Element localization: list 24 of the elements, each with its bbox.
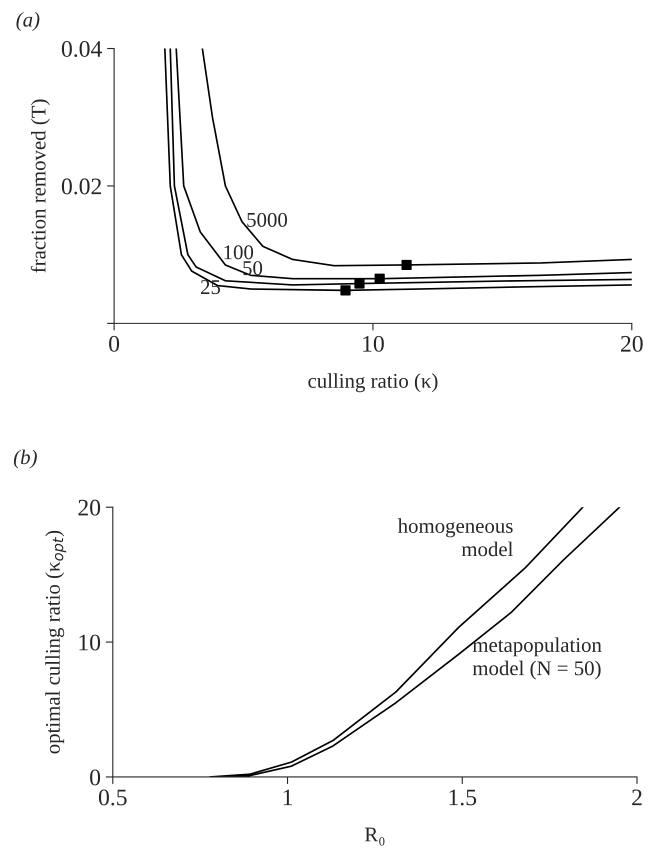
y-axis-title: fraction removed (T) — [30, 100, 50, 273]
series-label: 100 — [224, 245, 254, 260]
series-label: 25 — [201, 280, 220, 294]
x-tick-label: 20 — [621, 336, 643, 352]
x-tick-label: 1.5 — [450, 790, 476, 806]
x-tick-label: 1 — [284, 790, 292, 806]
x-tick-label: 10 — [363, 336, 384, 352]
x-axis-title: culling ratio (κ) — [308, 373, 438, 392]
y-tick-label: 0.02 — [62, 178, 101, 194]
x-axis-title: R₀ — [364, 828, 384, 846]
y-tick-label: 10 — [79, 634, 100, 651]
series-label: 50 — [243, 261, 262, 276]
series-label: homogeneous model — [398, 518, 513, 556]
y-tick-label: 0.04 — [62, 41, 102, 58]
chart-title: (b) — [14, 450, 37, 468]
y-tick-label: 20 — [78, 500, 100, 516]
x-tick-label: 2 — [632, 790, 642, 806]
y-axis-title: optimal culling ratio (κ$_{opt}$) — [45, 530, 66, 754]
x-tick-label: 0.5 — [98, 789, 127, 806]
series-label: 5000 — [247, 212, 288, 227]
series-label: metapopulation model (N = 50) — [472, 637, 602, 680]
x-tick-label: 0 — [109, 336, 120, 352]
chart-title: (a) — [16, 12, 40, 31]
y-tick-label: 0 — [90, 769, 100, 786]
